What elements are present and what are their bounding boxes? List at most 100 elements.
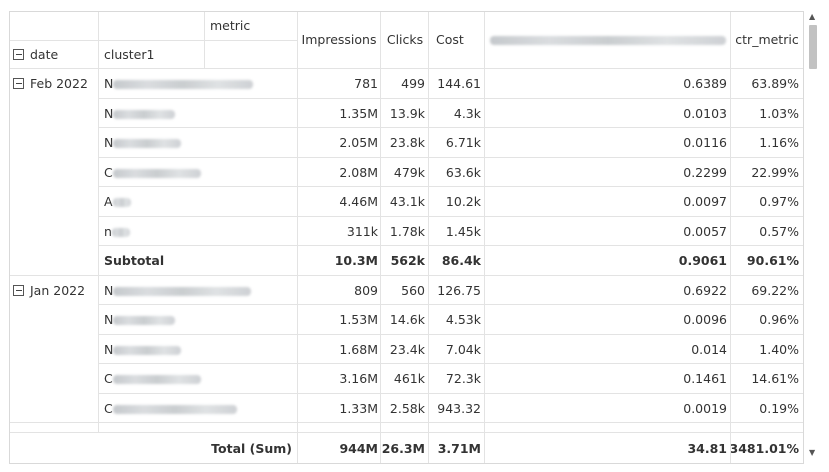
- date-header-label: date: [30, 47, 59, 62]
- table-row-value-1: 499: [401, 76, 425, 91]
- table-row-value-2: 6.71k: [445, 135, 481, 150]
- table-row-value-1: 560: [401, 282, 425, 298]
- table-row-value-0: 2.05M: [339, 135, 378, 150]
- column-header-cost[interactable]: Cost: [436, 32, 464, 47]
- table-row-value-2: 943.32: [437, 400, 481, 416]
- table-row-value-4: 69.22%: [751, 282, 799, 298]
- pivot-table: metric date cluster1 Impressions Clicks …: [9, 11, 804, 464]
- redacted-cluster-name: [112, 404, 237, 414]
- table-row-value-3: 0.0116: [683, 135, 727, 150]
- cluster-cell: N: [104, 305, 294, 334]
- table-row-value-1: 2.58k: [389, 400, 425, 416]
- table-row-value-3: 0.1461: [683, 371, 727, 386]
- cluster-initial: N: [104, 105, 114, 121]
- redacted-cluster-name: [113, 80, 254, 89]
- cluster-cell: C: [104, 364, 294, 393]
- redacted-cluster-name: [112, 198, 131, 207]
- cluster-initial: C: [104, 371, 113, 386]
- table-row-value-4: 0.19%: [759, 400, 799, 416]
- redacted-cluster-name: [113, 316, 176, 325]
- table-row-value-1: 13.9k: [389, 105, 425, 121]
- table-row-value-3: 0.6922: [683, 282, 727, 298]
- table-row-value-0: 1.33M: [339, 400, 378, 416]
- table-row-value-1: 23.4k: [389, 341, 425, 357]
- date-group-1[interactable]: Jan 2022: [13, 276, 99, 305]
- cluster-initial: N: [104, 312, 114, 327]
- table-row-value-2: 126.75: [437, 282, 481, 298]
- subtotal-row-value-3: 0.9061: [678, 253, 727, 268]
- collapse-icon[interactable]: [13, 78, 24, 89]
- cluster-initial: N: [104, 282, 114, 298]
- total-row-value-0: 944M: [339, 441, 378, 456]
- collapse-icon[interactable]: [13, 284, 24, 296]
- table-row-value-1: 479k: [393, 164, 425, 180]
- cluster-cell: N: [104, 69, 294, 98]
- cluster-cell: n: [104, 217, 294, 246]
- cluster-initial: A: [104, 194, 113, 209]
- table-row-value-0: 4.46M: [339, 194, 378, 209]
- cluster-initial: N: [104, 76, 114, 91]
- table-row-value-1: 14.6k: [389, 312, 425, 327]
- cluster-header[interactable]: cluster1: [104, 47, 155, 62]
- cluster-initial: C: [104, 400, 113, 416]
- cluster-initial: n: [104, 223, 112, 239]
- cluster-cell: C: [104, 394, 294, 423]
- date-group-0[interactable]: Feb 2022: [13, 69, 99, 98]
- date-header[interactable]: date: [13, 40, 99, 69]
- table-row-value-3: 0.0103: [683, 105, 727, 121]
- scroll-up-icon[interactable]: ▲: [809, 12, 816, 21]
- table-row-value-4: 22.99%: [751, 164, 799, 180]
- table-row-value-2: 4.3k: [453, 105, 481, 121]
- date-label: Jan 2022: [30, 282, 86, 298]
- table-row-value-4: 1.40%: [759, 341, 799, 357]
- table-row-value-4: 0.96%: [759, 312, 799, 327]
- subtotal-row-value-2: 86.4k: [441, 253, 481, 268]
- total-row-value-3: 34.81: [687, 441, 727, 456]
- collapse-all-icon[interactable]: [13, 49, 24, 60]
- table-row-value-3: 0.2299: [683, 164, 727, 180]
- redacted-cluster-name: [112, 168, 201, 178]
- table-row-value-3: 0.0096: [683, 312, 727, 327]
- vertical-scrollbar[interactable]: ▲ ▼: [806, 11, 820, 462]
- table-row-value-0: 1.68M: [339, 341, 378, 357]
- table-row-value-4: 0.97%: [759, 194, 799, 209]
- table-row-value-4: 0.57%: [759, 223, 799, 239]
- table-row-value-4: 1.03%: [759, 105, 799, 121]
- table-row-value-2: 4.53k: [445, 312, 481, 327]
- table-row-value-3: 0.6389: [683, 76, 727, 91]
- redacted-cluster-name: [113, 345, 182, 355]
- cluster-cell: N: [104, 276, 294, 305]
- scrollbar-thumb[interactable]: [809, 25, 817, 69]
- table-row-value-0: 2.08M: [339, 164, 378, 180]
- redacted-cluster-name: [113, 139, 182, 148]
- column-header-redacted[interactable]: [486, 25, 730, 54]
- total-row-value-4: 3481.01%: [729, 441, 799, 456]
- table-row-value-4: 1.16%: [759, 135, 799, 150]
- metric-header-label: metric: [210, 18, 251, 33]
- cluster-cell: N: [104, 335, 294, 364]
- table-row-value-0: 781: [354, 76, 378, 91]
- table-row-value-2: 63.6k: [445, 164, 481, 180]
- column-header-impressions[interactable]: Impressions: [301, 32, 377, 47]
- total-row-value-1: 26.3M: [381, 441, 425, 456]
- scroll-down-icon[interactable]: ▼: [809, 448, 816, 457]
- cluster-cell: A: [104, 187, 294, 216]
- redacted-cluster-name: [111, 227, 130, 237]
- column-header-ctr-metric[interactable]: ctr_metric: [735, 32, 799, 47]
- column-header-clicks[interactable]: Clicks: [386, 32, 424, 47]
- redacted-cluster-name: [112, 375, 201, 384]
- table-row-value-2: 144.61: [437, 76, 481, 91]
- redacted-column-title: [490, 36, 726, 45]
- subtotal-label: Subtotal: [104, 253, 165, 268]
- table-row-value-2: 72.3k: [445, 371, 481, 386]
- table-row-value-4: 14.61%: [751, 371, 799, 386]
- subtotal-row-value-0: 10.3M: [334, 253, 378, 268]
- subtotal-row-value-1: 562k: [390, 253, 425, 268]
- redacted-cluster-name: [113, 109, 176, 119]
- cluster-cell: N: [104, 128, 294, 157]
- table-row-value-0: 1.53M: [339, 312, 378, 327]
- table-row-value-2: 1.45k: [445, 223, 481, 239]
- cluster-initial: N: [104, 341, 114, 357]
- cluster-initial: C: [104, 164, 113, 180]
- table-row-value-0: 809: [354, 282, 378, 298]
